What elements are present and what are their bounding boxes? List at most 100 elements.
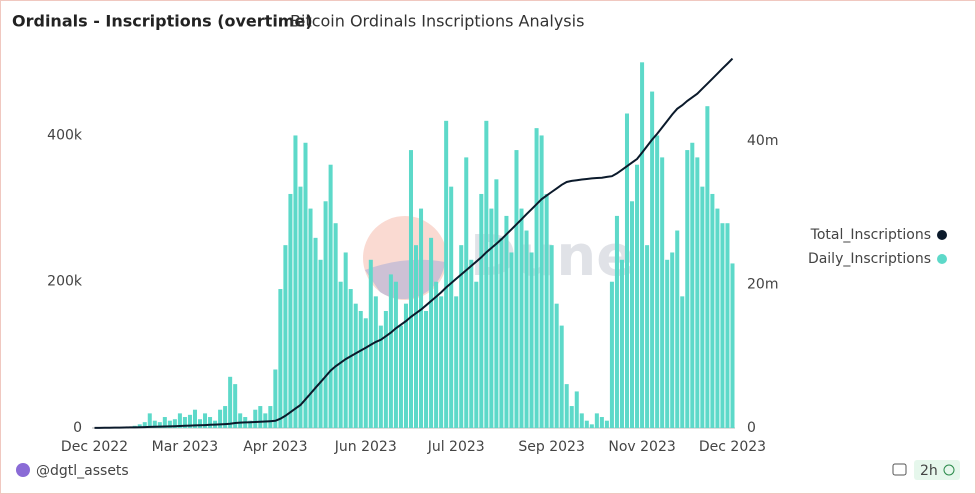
legend-marker: [937, 254, 947, 264]
x-tick-label: Jun 2023: [334, 439, 397, 455]
bar: [624, 113, 630, 429]
bar: [434, 281, 439, 428]
chart-title: Ordinals - Inscriptions (overtime): [12, 12, 313, 31]
bar: [403, 303, 408, 428]
x-tick-label: Apr 2023: [243, 439, 307, 455]
bar: [338, 281, 343, 428]
bar: [162, 417, 167, 428]
bar: [298, 186, 303, 428]
bar: [333, 223, 338, 428]
x-tick-label: Jul 2023: [427, 439, 485, 455]
bar: [454, 296, 459, 428]
y-tick-label: 400k: [47, 127, 83, 143]
bar: [388, 274, 393, 428]
bar: [655, 135, 660, 428]
line: [94, 57, 734, 429]
x-tick-label: Nov 2023: [608, 439, 675, 455]
bar: [524, 230, 529, 428]
bar: [444, 120, 449, 428]
bar: [363, 318, 368, 428]
bar: [408, 150, 413, 428]
bar: [137, 424, 142, 428]
bar: [283, 245, 288, 428]
bar: [358, 310, 363, 428]
bar: [725, 223, 730, 428]
bar: [569, 406, 574, 428]
bar: [187, 414, 192, 428]
bar: [353, 303, 358, 428]
bar: [489, 208, 494, 428]
bar: [228, 376, 233, 428]
bar: [499, 237, 504, 428]
bar: [142, 422, 147, 428]
bar: [253, 409, 258, 428]
bar: [449, 186, 454, 428]
camera-icon[interactable]: [892, 463, 907, 476]
y2-tick-label: 40m: [747, 133, 778, 149]
bar: [203, 413, 208, 428]
bar: [484, 120, 489, 428]
bar: [398, 325, 403, 428]
bar: [393, 281, 398, 428]
bar: [519, 208, 524, 428]
bar: [383, 310, 388, 428]
bar: [645, 245, 650, 428]
bar: [680, 296, 685, 428]
bar: [177, 413, 182, 428]
bar: [554, 303, 559, 428]
bar: [313, 237, 318, 428]
bar: [238, 413, 243, 428]
avatar: [16, 463, 30, 477]
bar: [378, 325, 383, 428]
bar: [544, 193, 549, 428]
bar: [182, 417, 187, 428]
watermark-logo: [365, 259, 445, 300]
bar: [514, 150, 519, 428]
bar: [509, 252, 514, 428]
bar: [429, 237, 434, 428]
bar: [609, 281, 614, 428]
chart-subtitle: Bitcoin Ordinals Inscriptions Analysis: [290, 12, 584, 31]
bar: [685, 150, 690, 428]
bar: [599, 417, 604, 428]
bar: [584, 420, 589, 428]
bar: [464, 157, 469, 428]
bar: [720, 223, 725, 428]
legend-label: Total_Inscriptions: [810, 227, 931, 243]
bar: [318, 259, 323, 428]
bar: [323, 201, 328, 428]
bar: [700, 186, 705, 428]
bar: [479, 193, 484, 428]
check-icon: [943, 464, 955, 476]
bar: [559, 325, 564, 428]
y-tick-label: 200k: [47, 274, 83, 290]
refresh: 2h: [920, 463, 938, 479]
bar: [303, 142, 308, 428]
bar: [630, 201, 635, 428]
bar: [223, 406, 228, 428]
bar: [730, 263, 735, 428]
bar: [534, 128, 539, 428]
bar: [167, 420, 172, 428]
bar: [695, 157, 700, 428]
bar: [539, 135, 544, 428]
bar: [705, 106, 710, 428]
legend-marker: [937, 230, 947, 240]
bar: [424, 310, 429, 428]
x-tick-label: Sep 2023: [518, 439, 584, 455]
bar: [650, 91, 655, 428]
bar: [604, 420, 609, 428]
bar: [147, 413, 152, 428]
bar: [157, 422, 162, 428]
bar: [343, 252, 348, 428]
bar: [152, 420, 157, 428]
bar: [529, 252, 534, 428]
bar: [589, 424, 594, 428]
bar: [218, 409, 223, 428]
bar: [172, 419, 177, 428]
bar: [665, 259, 670, 428]
author[interactable]: @dgtl_assets: [36, 463, 129, 479]
bar: [640, 62, 645, 429]
bar: [197, 419, 203, 428]
